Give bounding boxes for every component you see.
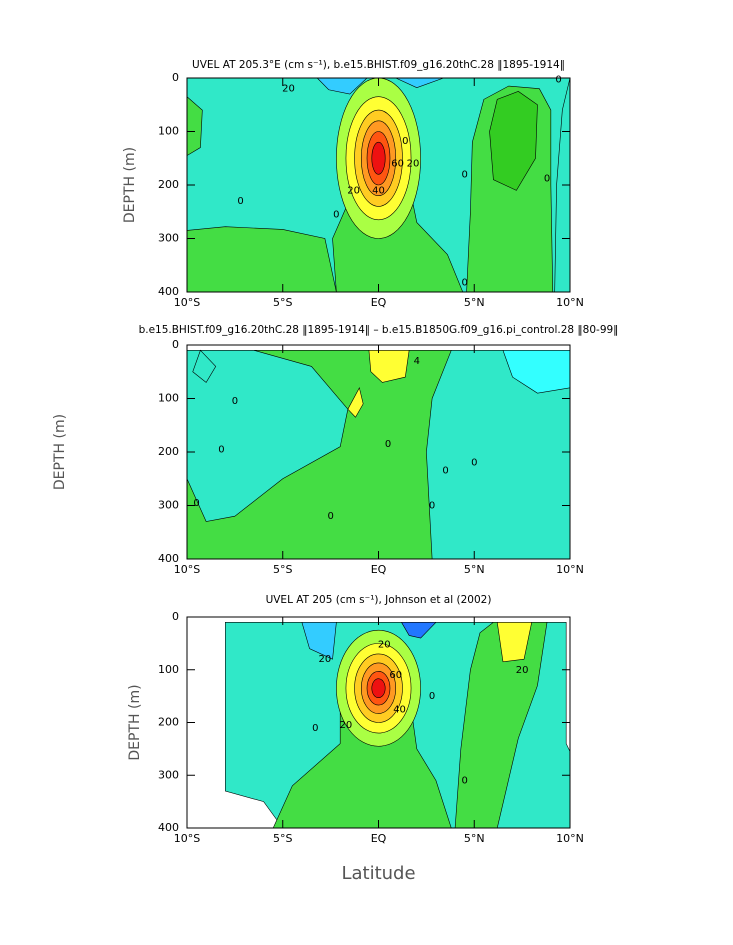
y-tick-label: 300	[158, 232, 179, 245]
y-tick-label: 200	[158, 716, 179, 729]
contour-label: 0	[461, 776, 467, 787]
contour-label: 0	[471, 458, 477, 469]
contour-label: 60	[391, 159, 404, 170]
x-tick-label: 10°S	[174, 563, 200, 576]
panel-title: UVEL AT 205 (cm s⁻¹), Johnson et al (200…	[266, 594, 492, 606]
y-tick-label: 300	[158, 499, 179, 512]
y-tick-label: 400	[158, 285, 179, 298]
contour-fill	[187, 345, 570, 559]
contour-label: 0	[232, 396, 238, 407]
contour-label: 0	[544, 174, 550, 185]
contour-label: 20	[340, 720, 353, 731]
y-tick-label: 100	[158, 663, 179, 676]
contour-label: 0	[237, 196, 243, 207]
fill-region	[301, 621, 337, 660]
fill-region	[371, 141, 386, 175]
y-tick-label: 200	[158, 445, 179, 458]
fill-region	[395, 78, 444, 88]
y-axis-label: DEPTH (m)	[52, 414, 68, 490]
fill-region	[316, 78, 368, 95]
contour-fill	[187, 617, 570, 828]
contour-label: 0	[402, 136, 408, 147]
y-tick-label: 100	[158, 125, 179, 138]
x-tick-label: EQ	[371, 296, 387, 309]
contour-label: 0	[555, 75, 561, 86]
contour-label: 0	[429, 501, 435, 512]
contour-label: 0	[193, 498, 199, 509]
x-tick-label: EQ	[371, 563, 387, 576]
contour-label: 20	[407, 159, 420, 170]
y-tick-label: 300	[158, 768, 179, 781]
fill-region	[187, 96, 203, 156]
x-tick-label: 10°S	[174, 296, 200, 309]
fill-region	[489, 91, 538, 191]
contour-label: 0	[218, 444, 224, 455]
fill-region	[496, 621, 533, 663]
fill-region	[192, 349, 217, 383]
y-tick-label: 0	[172, 338, 179, 351]
y-tick-label: 400	[158, 821, 179, 834]
y-tick-label: 200	[158, 178, 179, 191]
x-tick-label: 5°S	[273, 296, 292, 309]
y-tick-label: 0	[172, 71, 179, 84]
contour-label: 40	[393, 704, 406, 715]
contour-label: 20	[347, 185, 360, 196]
y-tick-label: 100	[158, 392, 179, 405]
panel-title: b.e15.BHIST.f09_g16.20thC.28 ‖1895-1914‖…	[139, 324, 619, 336]
x-tick-label: 5°N	[464, 832, 485, 845]
x-tick-label: 10°S	[174, 832, 200, 845]
contour-label: 4	[414, 356, 420, 367]
y-tick-label: 400	[158, 552, 179, 565]
contour-label: 0	[385, 439, 391, 450]
x-tick-label: 10°N	[556, 832, 584, 845]
contour-label: 0	[327, 511, 333, 522]
contour-label: 0	[442, 466, 448, 477]
fill-region	[187, 350, 452, 559]
x-tick-label: 10°N	[556, 563, 584, 576]
contour-label: 0	[461, 169, 467, 180]
fill-region	[347, 386, 364, 418]
fill-region	[502, 350, 570, 394]
fill-region	[400, 621, 437, 639]
y-tick-label: 0	[172, 610, 179, 623]
contour-label: 0	[333, 209, 339, 220]
y-axis-label: DEPTH (m)	[122, 147, 138, 223]
fill-region	[371, 678, 386, 699]
contour-label: 20	[516, 665, 529, 676]
contour-label: 0	[312, 723, 318, 734]
contour-label: 0	[461, 277, 467, 288]
contour-label: 20	[378, 639, 391, 650]
x-axis-label: Latitude	[341, 863, 415, 884]
contour-label: 60	[389, 670, 402, 681]
x-tick-label: 5°N	[464, 563, 485, 576]
x-tick-label: 10°N	[556, 296, 584, 309]
contour-label: 0	[429, 691, 435, 702]
x-tick-label: 5°S	[273, 563, 292, 576]
x-tick-label: 5°N	[464, 296, 485, 309]
x-tick-label: 5°S	[273, 832, 292, 845]
y-axis-label: DEPTH (m)	[127, 684, 143, 760]
contour-label: 20	[282, 84, 295, 95]
contour-label: 20	[319, 654, 332, 665]
fill-region	[368, 350, 410, 383]
x-tick-label: EQ	[371, 832, 387, 845]
contour-label: 40	[372, 185, 385, 196]
panel-title: UVEL AT 205.3°E (cm s⁻¹), b.e15.BHIST.f0…	[192, 59, 565, 71]
fill-region	[187, 226, 337, 292]
